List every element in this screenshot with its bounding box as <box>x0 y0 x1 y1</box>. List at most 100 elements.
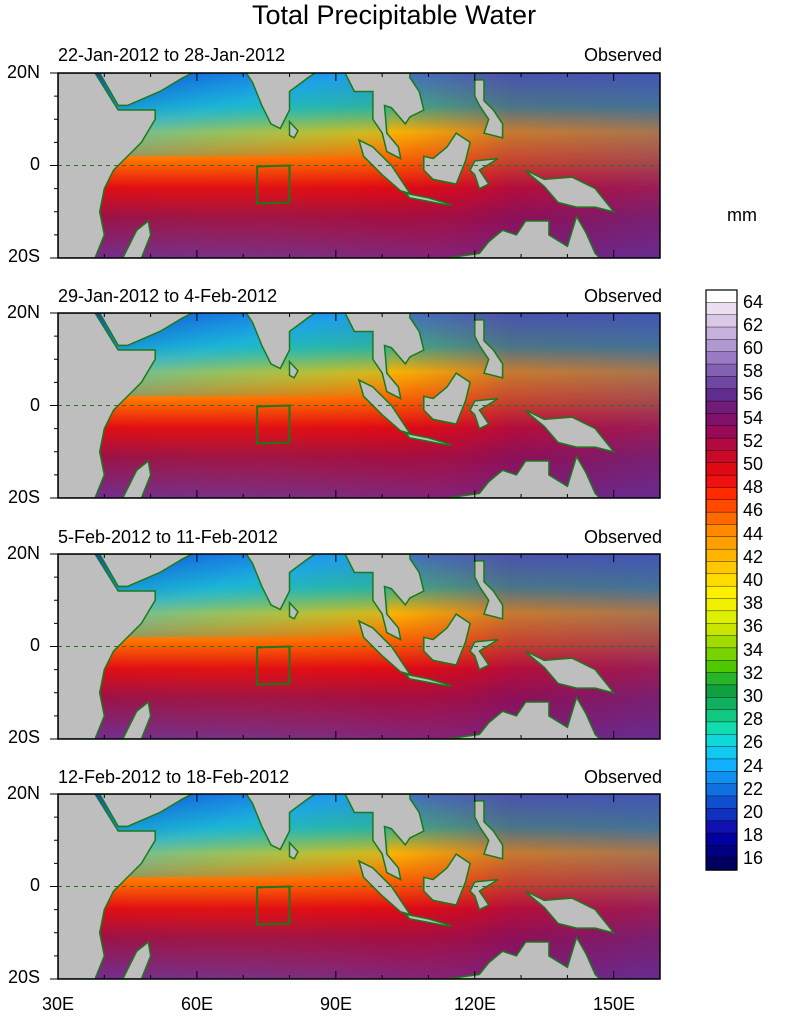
colorbar-swatch <box>705 326 738 341</box>
land-shape <box>525 890 616 935</box>
colorbar-unit: mm <box>727 205 757 225</box>
land-shape <box>469 397 499 430</box>
colorbar-swatch <box>705 499 738 513</box>
land-shape <box>344 554 425 641</box>
colorbar-label: 48 <box>743 477 764 498</box>
land-shape <box>446 935 601 979</box>
land-shape <box>121 940 152 979</box>
land-shape <box>98 313 193 347</box>
land-shape <box>474 79 504 139</box>
colorbar-swatch <box>705 832 738 847</box>
colorbar-swatch <box>705 771 738 785</box>
colorbar-swatch <box>705 610 738 624</box>
land-shape <box>403 913 452 927</box>
colorbar-swatch <box>705 388 738 402</box>
land-shape <box>476 73 483 74</box>
colorbar-swatch <box>705 289 738 304</box>
land-shape <box>357 378 412 435</box>
colorbar-swatch <box>705 511 738 526</box>
land-shape <box>357 138 412 195</box>
lon-label-30e: 30E <box>41 994 75 1014</box>
colorbar-swatch <box>705 783 738 797</box>
panel-1-lat-20n: 20N <box>6 62 40 82</box>
lon-label-60e: 60E <box>180 994 214 1014</box>
land-shape <box>525 409 616 454</box>
colorbar-label: 22 <box>743 778 764 799</box>
colorbar-swatch <box>705 622 738 637</box>
land-shape <box>344 73 425 160</box>
land-shape <box>228 554 317 611</box>
colorbar-swatch <box>705 450 738 464</box>
panel-4-lat-0: 0 <box>29 875 40 895</box>
land-shape <box>357 619 412 676</box>
panel-1-lat-20s: 20S <box>7 246 40 266</box>
colorbar-swatch <box>705 734 738 748</box>
land-shape <box>469 878 499 911</box>
colorbar-label: 64 <box>743 291 764 312</box>
colorbar-swatch <box>705 857 738 871</box>
colorbar-label: 32 <box>743 662 764 683</box>
land-shape <box>476 313 483 314</box>
panel-3-lat-20s: 20S <box>7 727 40 747</box>
colorbar-frame <box>705 289 738 871</box>
colorbar-swatch <box>705 808 738 822</box>
map-panel-4 <box>50 793 661 980</box>
analysis-box <box>256 885 291 926</box>
land-shape <box>121 219 152 258</box>
colorbar-label: 30 <box>743 686 764 706</box>
colorbar-swatch <box>705 400 738 415</box>
map-panel-1 <box>50 72 661 259</box>
lon-label-120e: 120E <box>453 994 497 1014</box>
colorbar-swatch <box>705 487 738 501</box>
land-shape <box>121 459 152 498</box>
colorbar-swatch <box>705 314 738 328</box>
map-panel-3 <box>50 553 661 740</box>
land-shape <box>288 119 299 139</box>
colorbar-swatch <box>705 660 738 674</box>
colorbar-label: 26 <box>743 732 764 753</box>
colorbar-label: 46 <box>743 500 764 521</box>
colorbar-label: 52 <box>743 430 764 451</box>
colorbar-swatch <box>705 795 738 809</box>
land-shape <box>474 800 504 860</box>
colorbar-swatch <box>705 598 738 612</box>
colorbar-label: 16 <box>743 848 764 869</box>
panel-3-lat-20n: 20N <box>6 543 40 563</box>
colorbar-label: 42 <box>743 546 764 567</box>
colorbar-swatch <box>705 697 738 711</box>
colorbar-swatch <box>705 363 738 378</box>
panel-2-lat-0: 0 <box>29 395 40 415</box>
land-shape <box>476 794 483 795</box>
analysis-box <box>256 404 291 445</box>
colorbar-label: 58 <box>743 361 764 382</box>
analysis-box <box>256 645 291 686</box>
colorbar-swatch <box>705 758 738 772</box>
colorbar-label: 56 <box>743 384 764 405</box>
land-shape <box>446 695 601 739</box>
page-title: Total Precipitable Water <box>251 0 537 30</box>
colorbar-swatch <box>705 845 738 859</box>
colorbar-label: 24 <box>743 755 764 776</box>
panel-1-date-range: 22-Jan-2012 to 28-Jan-2012 <box>58 45 286 65</box>
colorbar-label: 44 <box>743 523 764 544</box>
colorbar-swatch <box>705 561 738 575</box>
colorbar-swatch <box>705 302 738 316</box>
colorbar-swatch <box>705 635 738 649</box>
colorbar-swatch <box>705 573 738 587</box>
land-shape <box>403 192 452 206</box>
land-shape <box>469 638 499 671</box>
land-shape <box>344 794 425 881</box>
colorbar-label: 54 <box>743 407 764 428</box>
land-shape <box>446 454 601 498</box>
colorbar-swatch <box>705 672 738 686</box>
colorbar-label: 20 <box>743 802 764 822</box>
land-shape <box>98 554 193 588</box>
land-shape <box>288 600 299 620</box>
colorbar-swatch <box>705 684 738 698</box>
colorbar-label: 62 <box>743 314 764 335</box>
analysis-box <box>256 164 291 205</box>
colorbar-swatch <box>705 746 738 760</box>
panel-2-date-range: 29-Jan-2012 to 4-Feb-2012 <box>58 286 278 306</box>
land-shape <box>403 673 452 687</box>
colorbar-swatch <box>705 462 738 476</box>
